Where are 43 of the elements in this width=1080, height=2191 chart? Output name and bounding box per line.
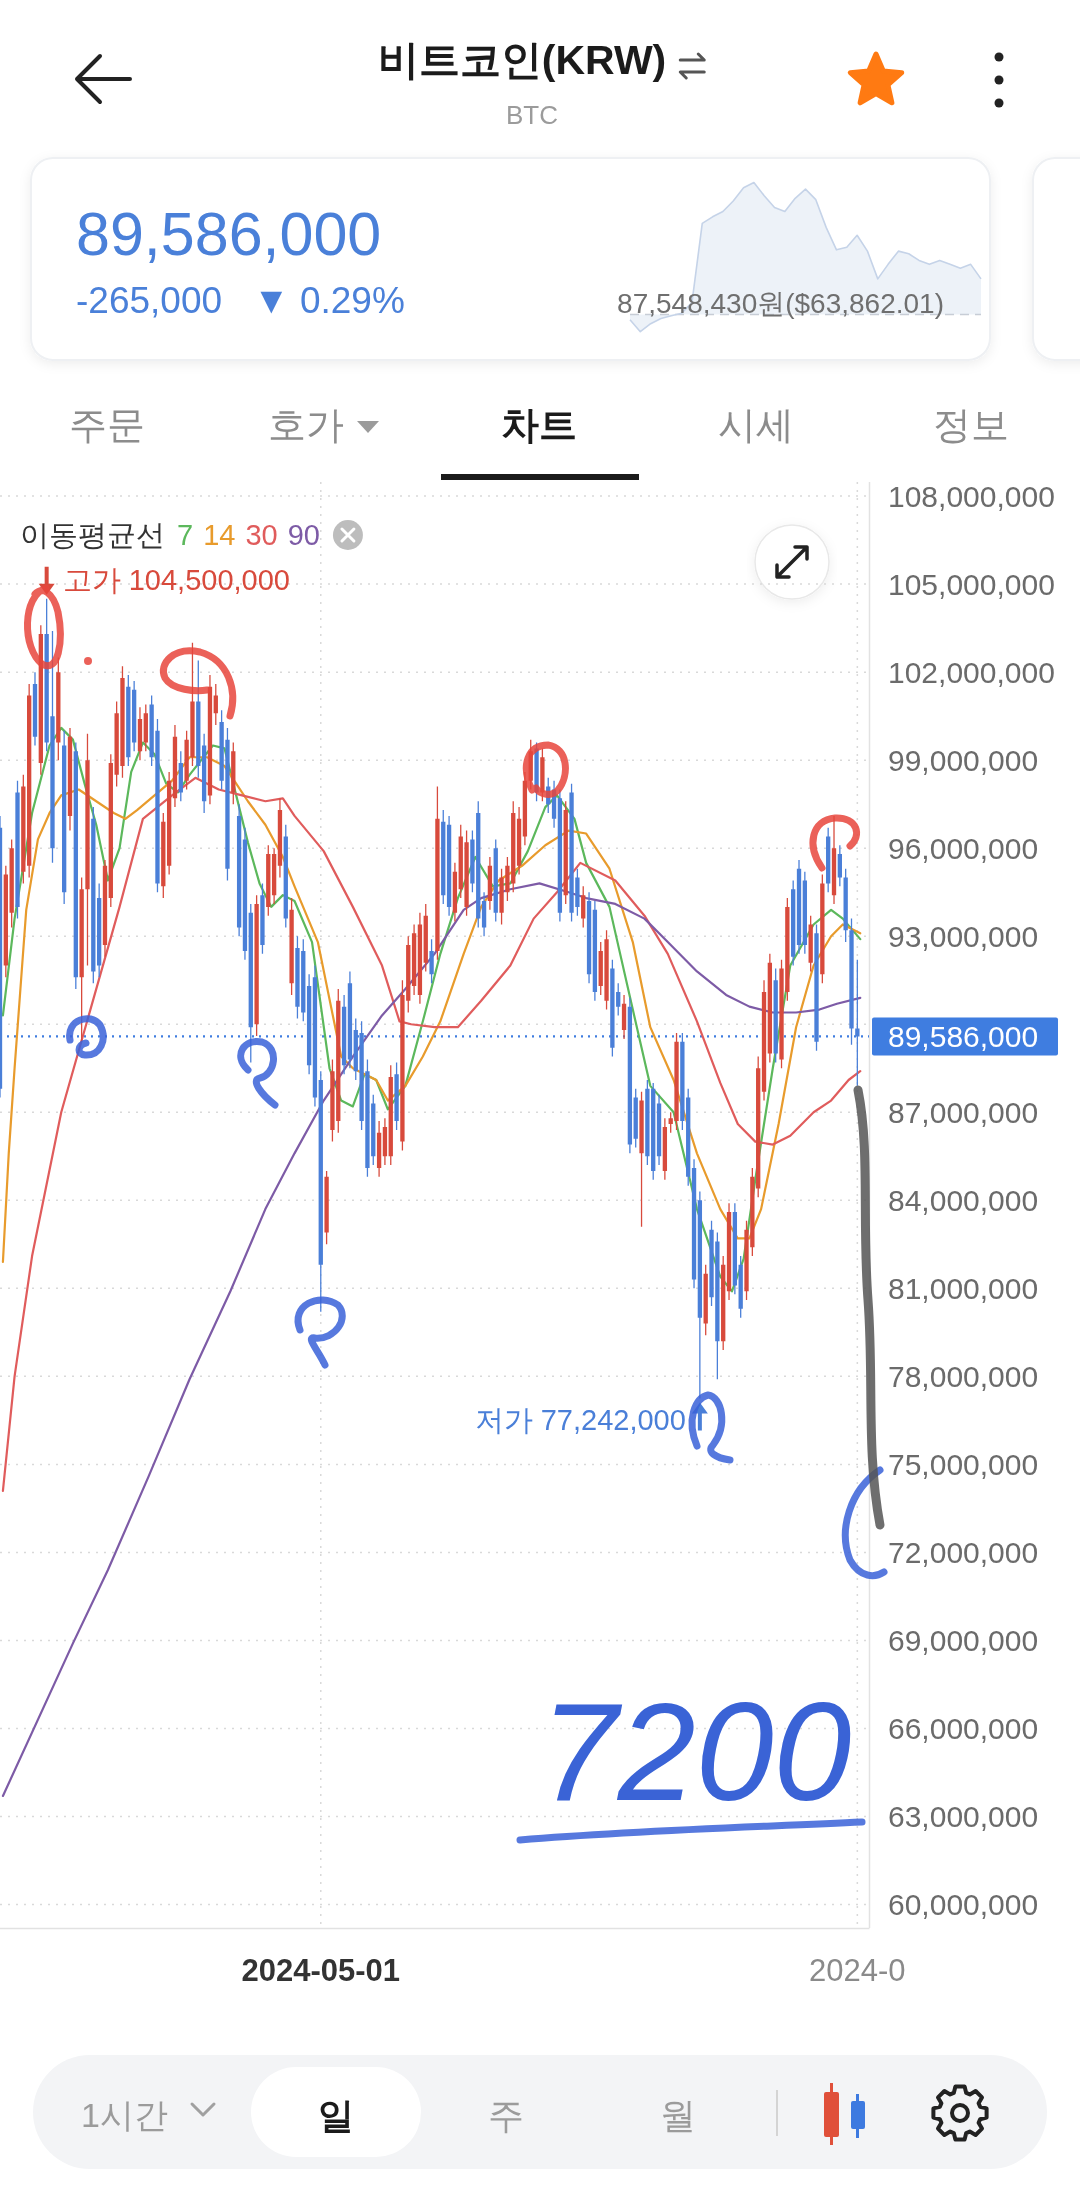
legend-title: 이동평균선 <box>20 519 165 551</box>
y-tick-label: 66,000,000 <box>888 1711 1039 1745</box>
y-tick-label: 63,000,000 <box>888 1800 1039 1833</box>
text: 주문 <box>69 404 145 446</box>
y-tick-label: 84,000,000 <box>888 1183 1039 1217</box>
text: ▼ 0.29% <box>253 280 405 321</box>
text: 일 <box>318 2095 354 2136</box>
text: 1시간 <box>81 2096 168 2134</box>
y-tick-label: 99,000,000 <box>888 743 1039 777</box>
x-tick-label: 2024-05-01 <box>241 1953 401 1988</box>
annotation: 87,548,430원($63,862.01) <box>617 288 944 319</box>
y-tick-label: 72,000,000 <box>888 1535 1039 1569</box>
text: 시세 <box>718 404 794 446</box>
y-tick-label: 75,000,000 <box>888 1447 1039 1481</box>
y-tick-label: 93,000,000 <box>888 919 1039 953</box>
chart-title: 비트코인(KRW) <box>377 37 667 83</box>
text: 정보 <box>933 404 1009 446</box>
y-tick-label: 96,000,000 <box>888 831 1039 865</box>
x-tick-label: 2024-0 <box>809 1953 906 1988</box>
text: 월 <box>660 2095 696 2136</box>
text: 30 <box>245 519 278 551</box>
text: -265,000 <box>76 280 223 321</box>
y-tick-label: 60,000,000 <box>888 1888 1039 1922</box>
annotation: 7200 <box>540 1673 852 1830</box>
text: 90 <box>287 519 320 551</box>
annotation: 저가 77,242,000 <box>474 1403 686 1436</box>
y-tick-label: 89,586,000 <box>888 1019 1039 1053</box>
annotation: 고가 104,500,000 <box>62 563 290 596</box>
text: 89,586,000 <box>76 200 382 268</box>
text: 14 <box>203 519 236 551</box>
y-tick-label: 105,000,000 <box>888 567 1055 601</box>
chart-subtitle: BTC <box>506 100 558 130</box>
line-series <box>1 776 862 1492</box>
y-tick-label: 69,000,000 <box>888 1623 1039 1657</box>
text: 차트 <box>501 404 577 446</box>
text: 7 <box>177 519 194 551</box>
y-tick-label: 102,000,000 <box>888 655 1055 689</box>
y-tick-label: 108,000,000 <box>888 479 1055 513</box>
text: 주 <box>488 2095 524 2136</box>
text: 호가 <box>268 404 344 446</box>
y-tick-label: 81,000,000 <box>888 1271 1039 1305</box>
y-tick-label: 78,000,000 <box>888 1359 1039 1393</box>
y-tick-label: 87,000,000 <box>888 1095 1039 1129</box>
